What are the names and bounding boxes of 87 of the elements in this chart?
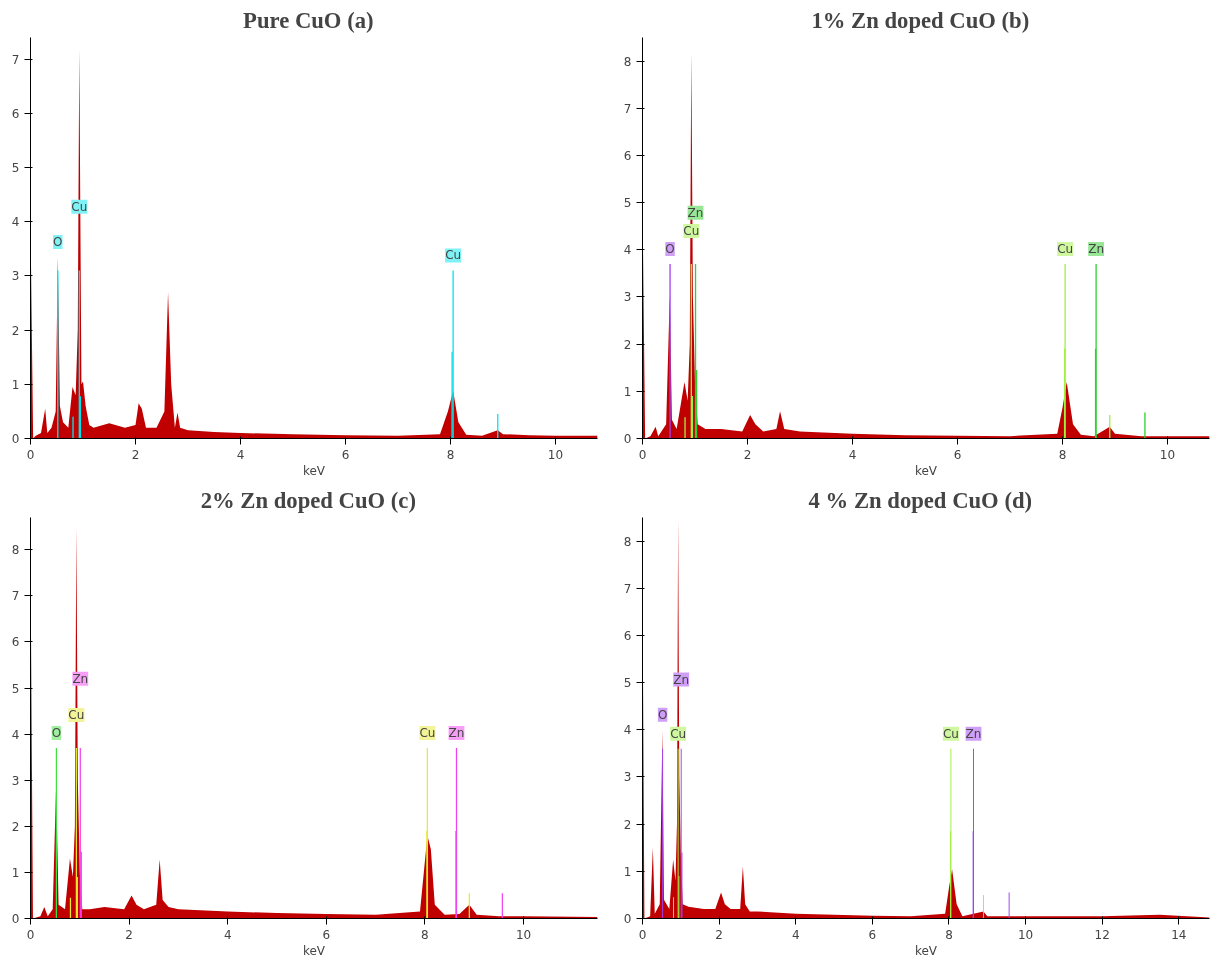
y-tick-label: 4 — [623, 243, 632, 258]
y-tick-label: 0 — [623, 432, 632, 446]
y-tick-label: 8 — [11, 543, 20, 558]
x-axis-title: keV — [302, 943, 326, 958]
text: O — [657, 707, 668, 722]
x-axis-title: keV — [914, 463, 938, 478]
y-tick-label: 5 — [623, 196, 632, 211]
y-tick-label: 6 — [11, 635, 20, 650]
x-tick-label: 2 — [743, 447, 752, 462]
y-tick-label: 8 — [623, 534, 632, 549]
y-tick-label: 4 — [623, 723, 632, 738]
x-tick-label: 6 — [953, 447, 962, 462]
x-tick-label: 4 — [848, 447, 857, 462]
x-tick-label: 6 — [322, 927, 331, 942]
y-tick-label: 7 — [11, 589, 20, 604]
x-axis-title: keV — [914, 943, 938, 958]
y-tick-label: 1 — [11, 865, 20, 880]
text: Cu — [71, 199, 88, 214]
series-label: Cu — [445, 248, 462, 263]
y-tick-label: 1 — [623, 864, 632, 879]
y-tick-label: 0 — [11, 912, 20, 926]
x-axis-title: keV — [302, 463, 326, 478]
x-tick-label: 0 — [638, 927, 647, 942]
text: Cu — [683, 223, 700, 238]
y-tick-label: 3 — [623, 770, 632, 785]
y-tick-label: 5 — [11, 161, 20, 176]
y-tick-label: 7 — [11, 52, 20, 67]
y-tick-label: 4 — [11, 727, 20, 742]
x-tick-label: 12 — [1094, 927, 1110, 942]
y-tick-label: 3 — [11, 773, 20, 788]
y-tick-label: 1 — [623, 384, 632, 399]
y-tick-label: 0 — [11, 432, 20, 446]
y-tick-label: 6 — [623, 148, 632, 163]
y-tick-label: 3 — [623, 290, 632, 305]
x-tick-label: 8 — [446, 447, 455, 462]
chart-title: 4 % Zn doped CuO (d) — [808, 487, 1033, 513]
series-label: Zn — [965, 726, 982, 741]
series-label: Cu — [1057, 241, 1074, 256]
y-tick-label: 0 — [623, 912, 632, 926]
x-tick-label: 10 — [547, 447, 564, 462]
y-tick-label: 5 — [11, 681, 20, 696]
text: Cu — [942, 726, 959, 741]
y-tick-label: 2 — [11, 819, 20, 834]
text: Zn — [673, 672, 690, 687]
x-tick-label: 4 — [223, 927, 232, 942]
series-label: Cu — [419, 725, 436, 740]
series-label: Zn — [1088, 241, 1105, 256]
x-tick-label: 2 — [715, 927, 723, 942]
x-tick-label: 2 — [131, 447, 140, 462]
text: Zn — [687, 205, 704, 220]
x-tick-label: 8 — [945, 927, 953, 942]
y-tick-label: 5 — [623, 676, 632, 691]
series-label: Cu — [670, 726, 687, 741]
x-tick-label: 0 — [26, 447, 35, 462]
x-tick-label: 8 — [1058, 447, 1067, 462]
x-tick-label: 10 — [1159, 447, 1176, 462]
y-tick-label: 8 — [623, 54, 632, 69]
y-tick-label: 6 — [623, 628, 632, 643]
x-tick-label: 6 — [868, 927, 877, 942]
y-tick-label: 4 — [11, 215, 20, 230]
x-tick-label: 4 — [236, 447, 245, 462]
series-label: O — [665, 241, 675, 256]
y-tick-label: 6 — [11, 106, 20, 121]
series-label: O — [51, 725, 62, 740]
y-tick-label: 2 — [623, 817, 632, 832]
y-tick-label: 3 — [11, 269, 20, 284]
text: Cu — [68, 707, 85, 722]
x-tick-label: 6 — [341, 447, 350, 462]
y-tick-label: 2 — [623, 337, 632, 352]
chart-title: 1% Zn doped CuO (b) — [811, 7, 1030, 33]
y-tick-label: 7 — [623, 101, 632, 116]
x-tick-label: 4 — [791, 927, 800, 942]
x-tick-label: 10 — [1017, 927, 1034, 942]
x-tick-label: 0 — [26, 927, 35, 942]
chart-title: Pure CuO (a) — [243, 7, 374, 33]
x-tick-label: 2 — [125, 927, 133, 942]
x-tick-label: 0 — [638, 447, 647, 462]
chart-title: 2% Zn doped CuO (c) — [200, 487, 416, 513]
series-label: Zn — [448, 725, 465, 740]
series-label: O — [53, 234, 63, 249]
y-tick-label: 7 — [623, 581, 632, 596]
text: Zn — [72, 671, 89, 686]
x-tick-label: 8 — [421, 927, 429, 942]
x-tick-label: 14 — [1171, 927, 1187, 942]
y-tick-label: 2 — [11, 323, 20, 338]
y-tick-label: 1 — [11, 377, 20, 392]
x-tick-label: 10 — [515, 927, 532, 942]
